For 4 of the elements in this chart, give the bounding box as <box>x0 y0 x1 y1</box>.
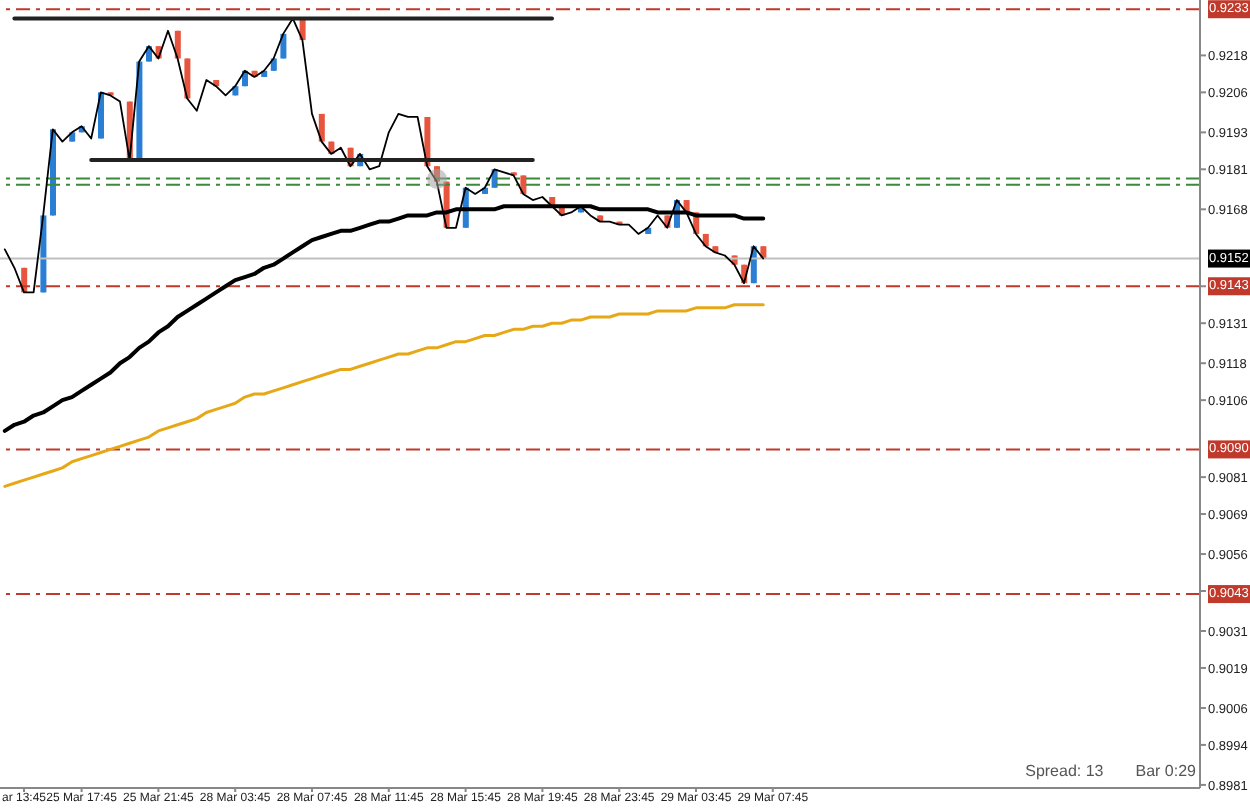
text: Spread: 13 <box>1025 762 1104 780</box>
text: Bar 0:29 <box>1135 762 1196 780</box>
line-series <box>3 303 765 488</box>
candlestick <box>184 57 191 100</box>
